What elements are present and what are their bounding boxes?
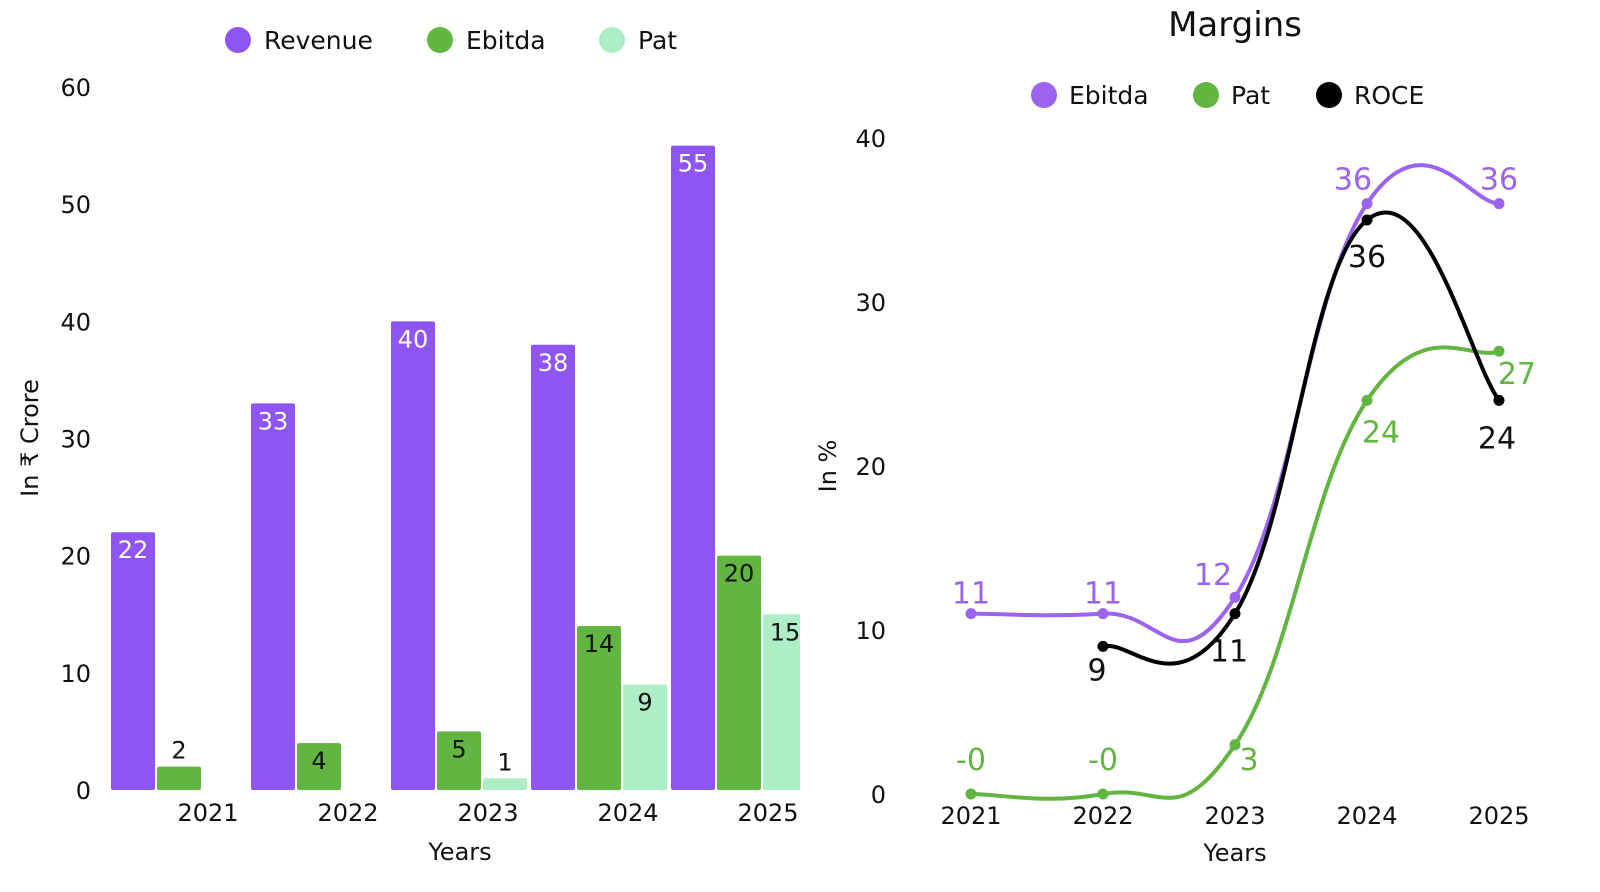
bar-ebitda-2023 [437,731,481,790]
x-tick-2023: 2023 [457,799,518,827]
bar-revenue-2021 [111,532,155,790]
data-label-pat-2021: -0 [956,743,986,778]
x-tick-2024: 2024 [1336,802,1397,830]
y-tick-60: 60 [60,74,91,102]
bar-ebitda-2021 [157,766,201,790]
point-pat-2022 [1097,788,1109,800]
y-tick-20: 20 [60,543,91,571]
point-ebitda-2023 [1229,591,1241,603]
data-label-revenue-2025: 55 [678,150,709,178]
x-axis-label: Years [427,838,491,866]
y-tick-10: 10 [855,617,886,645]
point-roce-2023 [1229,608,1241,620]
data-label-revenue-2021: 22 [118,536,149,564]
x-tick-2025: 2025 [737,799,798,827]
x-tick-2021: 2021 [177,799,238,827]
data-label-pat-2022: -0 [1088,743,1118,778]
legend-marker-revenue [225,27,251,53]
legend-label-ebitda: Ebitda [466,26,546,55]
x-tick-2023: 2023 [1204,802,1265,830]
data-label-ebitda-2023: 5 [451,735,466,763]
x-tick-2022: 2022 [1072,802,1133,830]
y-tick-40: 40 [855,125,886,153]
bar-revenue-2022 [251,403,295,790]
bar-pat-2023 [483,778,527,790]
y-tick-0: 0 [871,781,886,809]
data-label-ebitda-2025: 20 [724,560,755,588]
point-ebitda-2025 [1493,198,1505,210]
y-tick-50: 50 [60,191,91,219]
legend-marker-pat [599,27,625,53]
y-axis-label: In % [814,440,842,493]
x-tick-2022: 2022 [317,799,378,827]
data-label-roce-2025: 24 [1478,421,1516,456]
line-pat [969,345,1501,801]
legend-label-pat: Pat [1231,81,1270,110]
point-ebitda-2021 [965,608,977,620]
bar-revenue-2023 [391,321,435,790]
bar-pat-2025 [763,614,800,790]
data-label-ebitda-2021: 11 [952,577,990,612]
x-tick-2024: 2024 [597,799,658,827]
data-label-ebitda-2025: 36 [1480,163,1518,198]
line-roce [1101,210,1501,666]
point-pat-2024 [1361,394,1373,406]
legend-marker-roce [1316,82,1342,108]
legend-label-roce: ROCE [1354,81,1424,110]
bar-revenue-2025 [671,145,715,791]
data-label-revenue-2024: 38 [538,349,569,377]
data-label-ebitda-2021: 2 [171,737,186,765]
y-tick-30: 30 [60,426,91,454]
data-label-pat-2025: 15 [770,618,800,646]
bar-pat-2024 [623,684,667,790]
data-label-revenue-2022: 33 [258,407,289,435]
y-tick-0: 0 [76,777,91,805]
point-ebitda-2024 [1361,198,1373,210]
data-label-ebitda-2022: 4 [311,747,326,775]
bar-ebitda-2024 [577,625,621,790]
data-label-pat-2023: 1 [497,748,512,776]
legend-label-pat: Pat [638,26,677,55]
revenue-ebitda-pat-bar-chart: Revenue Ebitda Pat 0 10 20 30 40 50 60 In ₹ Crore 2… [16,26,800,866]
data-label-roce-2024: 36 [1348,240,1386,275]
point-roce-2025 [1493,394,1505,406]
line-ebitda [969,163,1501,644]
x-axis-label: Years [1202,839,1266,867]
legend-marker-ebitda [1031,82,1057,108]
data-label-ebitda-2024: 36 [1334,163,1372,198]
bar-revenue-2024 [531,344,575,790]
data-label-pat-2025: 27 [1498,357,1536,392]
point-ebitda-2022 [1097,608,1109,620]
data-label-pat-2023: 3 [1239,743,1258,778]
point-pat-2021 [965,788,977,800]
point-roce-2022 [1097,640,1109,652]
y-tick-30: 30 [855,289,886,317]
y-axis-label: In ₹ Crore [16,379,44,497]
data-label-ebitda-2024: 14 [584,630,615,658]
data-label-roce-2022: 9 [1087,653,1106,688]
data-label-revenue-2023: 40 [398,325,429,353]
legend-label-ebitda: Ebitda [1069,81,1149,110]
point-pat-2023 [1229,739,1241,751]
bar-ebitda-2022 [297,743,341,790]
y-tick-40: 40 [60,308,91,336]
data-label-roce-2023: 11 [1210,635,1248,670]
data-label-pat-2024: 24 [1362,415,1400,450]
y-tick-20: 20 [855,453,886,481]
bar-ebitda-2025 [717,555,761,790]
data-label-pat-2024: 9 [637,689,652,717]
legend-label-revenue: Revenue [264,26,373,55]
x-tick-2021: 2021 [940,802,1001,830]
data-label-ebitda-2022: 11 [1084,577,1122,612]
point-roce-2024 [1361,214,1373,226]
legend-marker-ebitda [427,27,453,53]
y-tick-10: 10 [60,660,91,688]
x-tick-2025: 2025 [1468,802,1529,830]
legend-marker-pat [1193,82,1219,108]
data-label-ebitda-2023: 12 [1194,558,1232,593]
chart-title: Margins [1168,5,1302,45]
point-pat-2025 [1493,345,1505,357]
margins-line-chart: Margins Ebitda Pat ROCE 0 10 20 30 40 In % 2021 202… [814,5,1536,867]
